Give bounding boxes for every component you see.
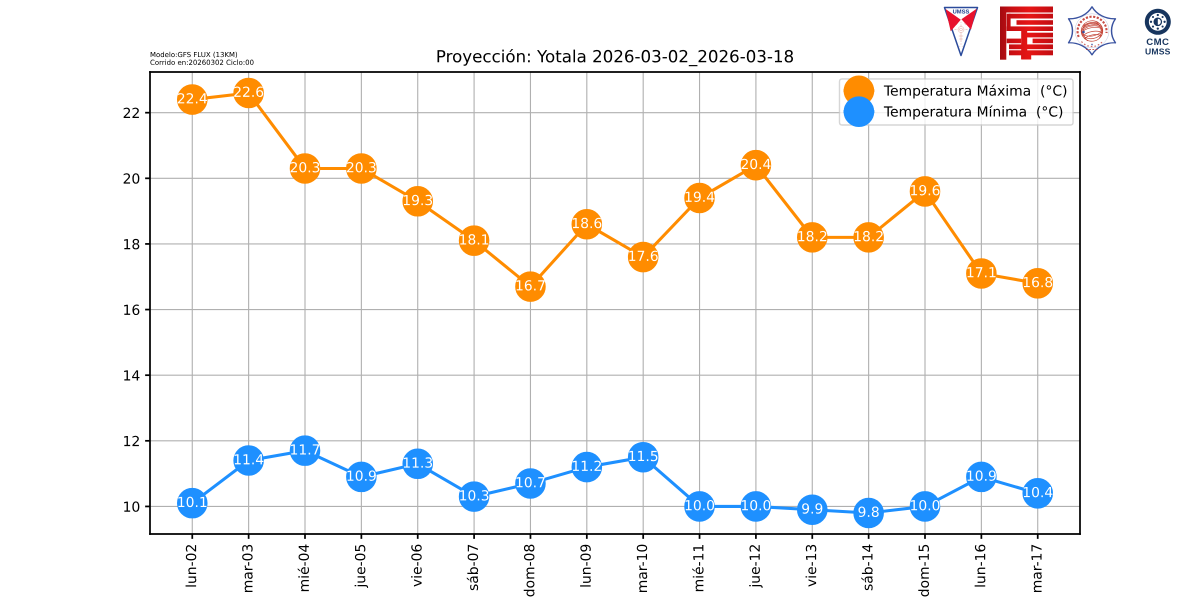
svg-text:CMC: CMC: [1146, 37, 1169, 48]
svg-text:UMSS: UMSS: [1145, 47, 1171, 57]
svg-text:UMSS: UMSS: [953, 10, 970, 16]
